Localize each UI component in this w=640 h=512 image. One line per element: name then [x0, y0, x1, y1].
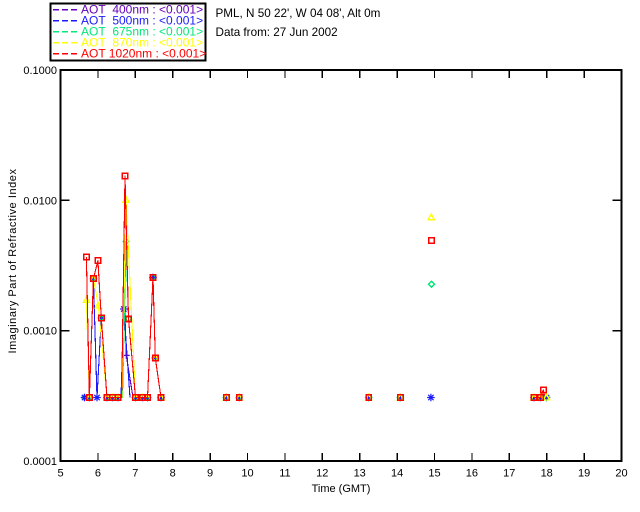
svg-text:19: 19 — [578, 468, 590, 480]
svg-text:Time (GMT): Time (GMT) — [312, 483, 371, 495]
svg-text:AOT 400nm : <0.001>: AOT 400nm : <0.001> — [81, 3, 203, 17]
svg-text:0.0100: 0.0100 — [23, 195, 57, 207]
svg-text:0.1000: 0.1000 — [23, 65, 57, 77]
svg-text:9: 9 — [207, 468, 213, 480]
svg-text:0.0001: 0.0001 — [23, 456, 57, 468]
svg-text:10: 10 — [241, 468, 253, 480]
svg-text:0.0010: 0.0010 — [23, 326, 57, 338]
svg-text:AOT 870nm : <0.001>: AOT 870nm : <0.001> — [81, 36, 203, 50]
svg-text:7: 7 — [132, 468, 138, 480]
svg-text:16: 16 — [466, 468, 478, 480]
svg-text:18: 18 — [541, 468, 553, 480]
svg-text:20: 20 — [615, 468, 627, 480]
svg-text:8: 8 — [170, 468, 176, 480]
svg-text:14: 14 — [391, 468, 403, 480]
svg-text:AOT 500nm : <0.001>: AOT 500nm : <0.001> — [81, 14, 203, 28]
svg-text:AOT 1020nm : <0.001>: AOT 1020nm : <0.001> — [81, 47, 206, 61]
svg-text:AOT 675nm : <0.001>: AOT 675nm : <0.001> — [81, 25, 203, 39]
svg-text:Imaginary Part of Refractive I: Imaginary Part of Refractive Index — [7, 169, 19, 354]
svg-text:13: 13 — [354, 468, 366, 480]
svg-text:6: 6 — [95, 468, 101, 480]
svg-text:15: 15 — [428, 468, 440, 480]
svg-text:12: 12 — [316, 468, 328, 480]
svg-text:PML, N 50 22', W 04 08', Alt 0: PML, N 50 22', W 04 08', Alt 0m — [216, 7, 381, 20]
svg-text:11: 11 — [279, 468, 290, 480]
svg-text:5: 5 — [57, 468, 63, 480]
svg-text:17: 17 — [503, 468, 515, 480]
svg-text:Data from: 27 Jun 2002: Data from: 27 Jun 2002 — [216, 26, 338, 39]
